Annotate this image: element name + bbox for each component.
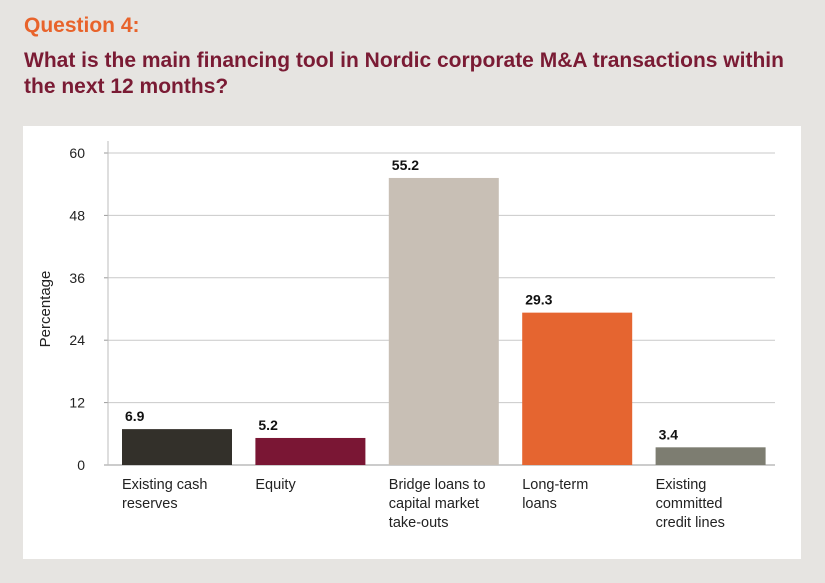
question-label: Question 4: <box>24 14 140 37</box>
x-category-label: Long-term <box>522 477 588 493</box>
x-category-label: reserves <box>122 496 178 512</box>
bar-value-label: 6.9 <box>125 408 145 424</box>
y-tick-label: 0 <box>77 457 85 473</box>
bar <box>655 447 766 465</box>
x-category-label: loans <box>522 496 557 512</box>
bar-value-label: 3.4 <box>659 426 679 442</box>
question-text: What is the main financing tool in Nordi… <box>24 49 784 98</box>
x-category-label: Bridge loans to <box>389 477 486 493</box>
bar <box>255 437 366 465</box>
y-tick-label: 48 <box>69 207 85 223</box>
x-category-label: Existing <box>656 477 707 493</box>
bar-value-label: 5.2 <box>258 417 278 433</box>
x-category-label: capital market <box>389 496 479 512</box>
x-category-label: credit lines <box>656 515 725 531</box>
bar-value-label: 55.2 <box>392 157 419 173</box>
bar <box>522 312 633 465</box>
x-category-label: committed <box>656 496 723 512</box>
y-tick-label: 24 <box>69 332 85 348</box>
x-category-label: Equity <box>255 477 296 493</box>
bar <box>388 177 499 465</box>
y-axis-label: Percentage <box>37 271 54 348</box>
bar-value-label: 29.3 <box>525 292 552 308</box>
bar <box>122 429 232 465</box>
y-tick-label: 36 <box>69 270 85 286</box>
chart-panel: 0 12 24 36 48 60 Percentage 6.9 Existing cash res… <box>23 126 801 559</box>
y-tick-label: 60 <box>69 145 85 161</box>
x-category-label: take-outs <box>389 515 449 531</box>
bar-chart: 0 12 24 36 48 60 Percentage 6.9 Existing cash res… <box>37 141 775 531</box>
y-tick-label: 12 <box>69 395 85 411</box>
x-category-label: Existing cash <box>122 477 207 493</box>
